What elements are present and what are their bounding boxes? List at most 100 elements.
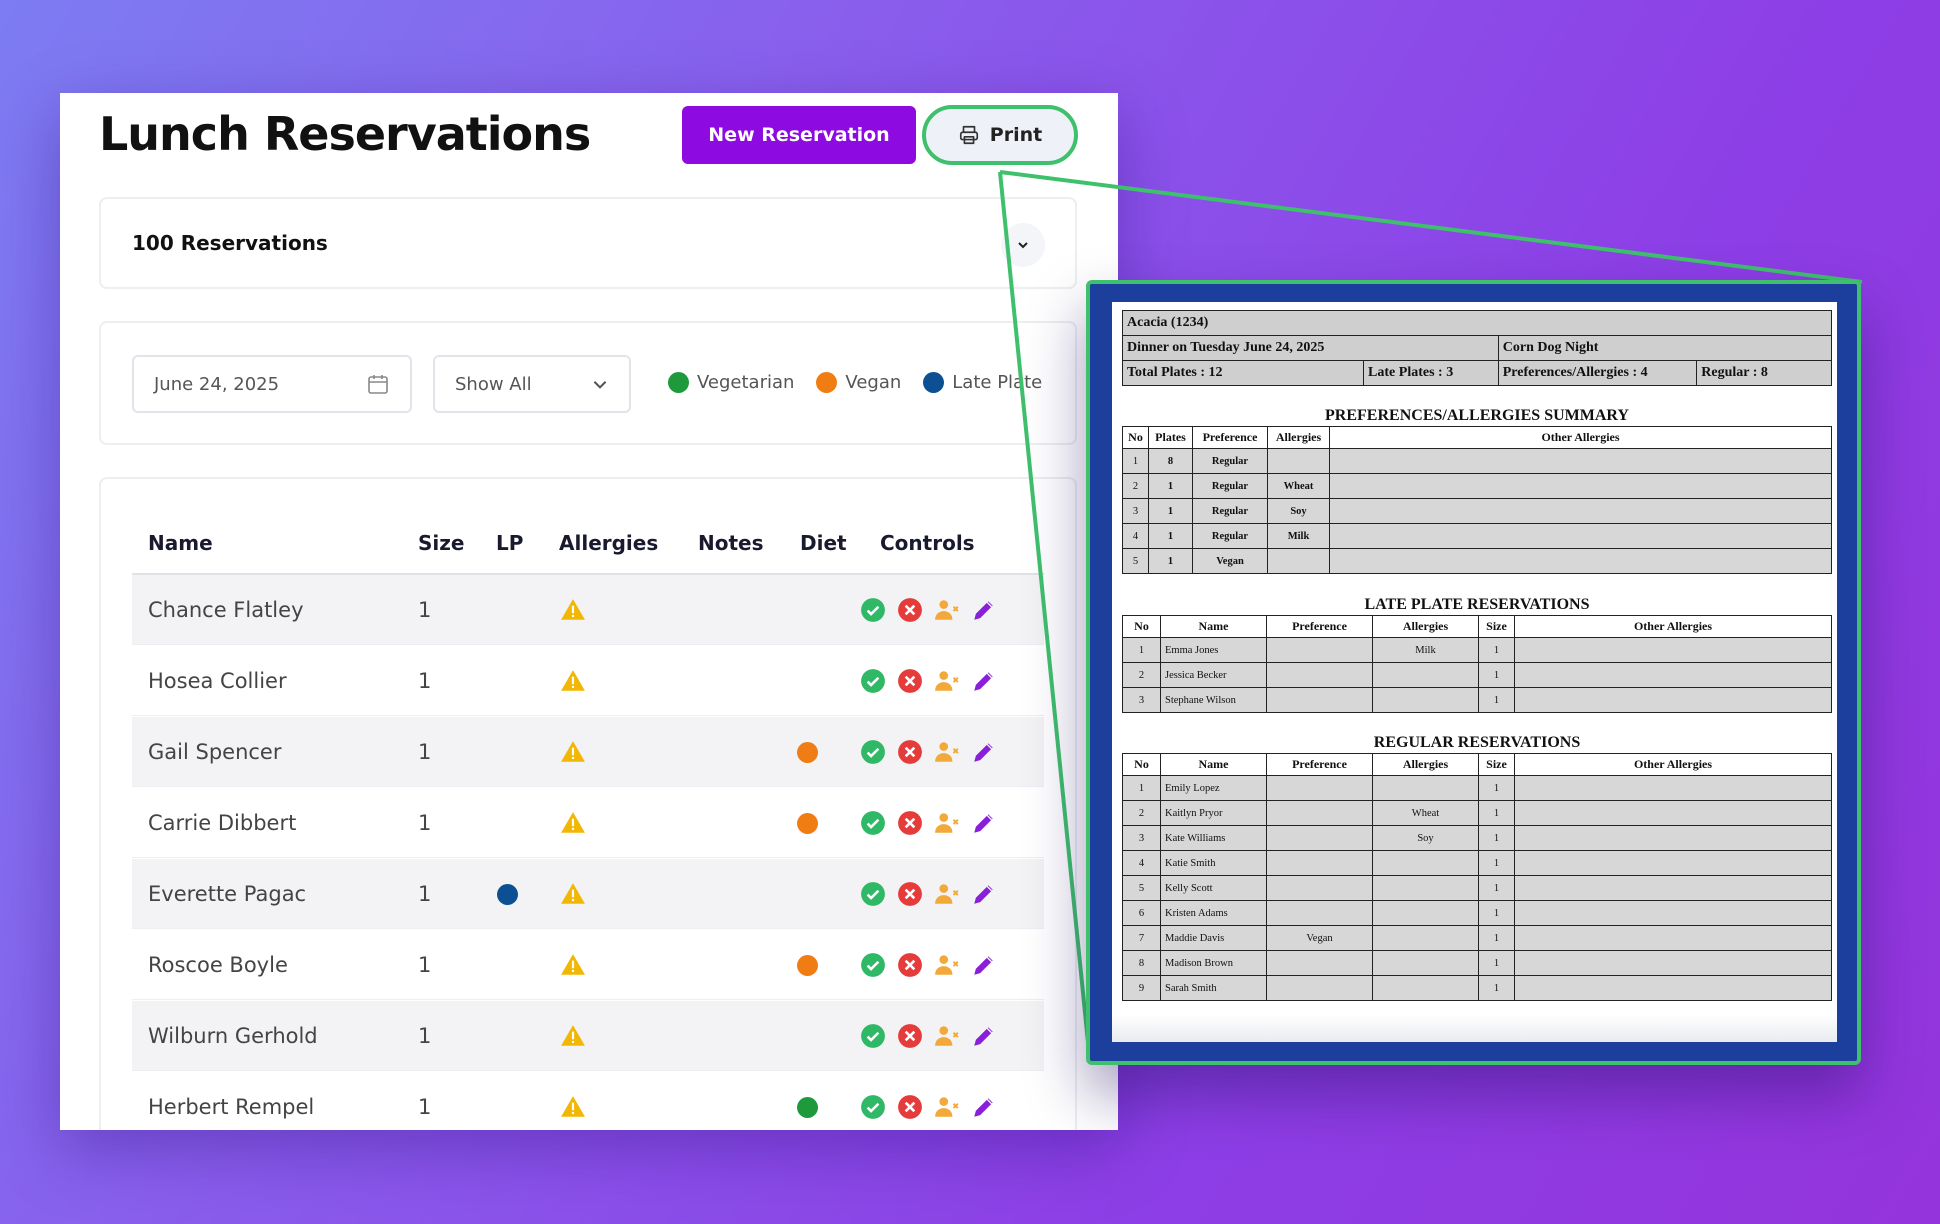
report-cell: 1 — [1122, 775, 1161, 801]
x-circle-icon[interactable] — [897, 952, 923, 978]
allergy-cell[interactable] — [560, 646, 586, 716]
report-row: 1 Emma Jones Milk 1 — [1122, 637, 1832, 663]
check-circle-icon[interactable] — [860, 597, 886, 623]
report-column-header: Name — [1160, 615, 1267, 638]
report-cell: Katie Smith — [1160, 850, 1267, 876]
check-circle-icon[interactable] — [860, 668, 886, 694]
warning-icon[interactable] — [560, 1023, 586, 1049]
x-circle-icon[interactable] — [897, 1023, 923, 1049]
pencil-icon[interactable] — [971, 1023, 997, 1049]
x-circle-icon[interactable] — [897, 881, 923, 907]
warning-icon[interactable] — [560, 668, 586, 694]
report-cell: Kristen Adams — [1160, 900, 1267, 926]
late-plate-dot — [497, 883, 518, 905]
report-cell — [1514, 662, 1832, 688]
legend-label: Late Plate — [952, 372, 1043, 393]
allergy-cell[interactable] — [560, 717, 586, 787]
pencil-icon[interactable] — [971, 952, 997, 978]
report-cell: Jessica Becker — [1160, 662, 1267, 688]
report-cell: 1 — [1122, 448, 1149, 474]
table-row: Herbert Rempel 1 — [132, 1072, 1044, 1130]
report-cell: 2 — [1122, 473, 1149, 499]
allergy-cell[interactable] — [560, 1072, 586, 1130]
report-row: 2 Kaitlyn Pryor Wheat 1 — [1122, 800, 1832, 826]
col-allergies: Allergies — [559, 531, 659, 555]
report-cell: 8 — [1148, 448, 1193, 474]
report-column-header: Preference — [1192, 426, 1268, 449]
warning-icon[interactable] — [560, 952, 586, 978]
warning-icon[interactable] — [560, 1094, 586, 1120]
report-row: 4 Katie Smith 1 — [1122, 850, 1832, 876]
warning-icon[interactable] — [560, 739, 586, 765]
x-circle-icon[interactable] — [897, 668, 923, 694]
report-cell — [1514, 800, 1832, 826]
check-circle-icon[interactable] — [860, 881, 886, 907]
reservation-name: Roscoe Boyle — [148, 953, 288, 977]
report-row: 1 Emily Lopez 1 — [1122, 775, 1832, 801]
x-circle-icon[interactable] — [897, 810, 923, 836]
report-column-header: No — [1122, 615, 1161, 638]
vegan-dot — [797, 812, 818, 834]
report-cell — [1266, 662, 1373, 688]
pencil-icon[interactable] — [971, 881, 997, 907]
x-circle-icon[interactable] — [897, 597, 923, 623]
user-x-icon[interactable] — [934, 1023, 960, 1049]
page-edge — [1112, 1014, 1837, 1042]
row-controls — [860, 575, 997, 645]
warning-icon[interactable] — [560, 810, 586, 836]
report-cell: 4 — [1122, 523, 1149, 549]
x-circle-icon[interactable] — [897, 1094, 923, 1120]
user-x-icon[interactable] — [934, 739, 960, 765]
new-reservation-button[interactable]: New Reservation — [682, 106, 916, 164]
check-circle-icon[interactable] — [860, 739, 886, 765]
warning-icon[interactable] — [560, 881, 586, 907]
chevron-down-icon — [593, 381, 607, 389]
allergy-cell[interactable] — [560, 930, 586, 1000]
col-size: Size — [418, 531, 465, 555]
allergy-cell[interactable] — [560, 1001, 586, 1071]
check-circle-icon[interactable] — [860, 1094, 886, 1120]
report-column-header: Other Allergies — [1514, 615, 1832, 638]
user-x-icon[interactable] — [934, 952, 960, 978]
report-cell: 8 — [1122, 950, 1161, 976]
report-cell: Milk — [1267, 523, 1330, 549]
warning-icon[interactable] — [560, 597, 586, 623]
print-button[interactable]: Print — [922, 105, 1078, 165]
check-circle-icon[interactable] — [860, 952, 886, 978]
reservation-size: 1 — [418, 740, 432, 764]
table-row: Carrie Dibbert 1 — [132, 788, 1044, 858]
check-circle-icon[interactable] — [860, 1023, 886, 1049]
pencil-icon[interactable] — [971, 597, 997, 623]
report-column-header: Allergies — [1372, 753, 1479, 776]
date-value: June 24, 2025 — [154, 373, 280, 395]
x-circle-icon[interactable] — [897, 739, 923, 765]
report-cell — [1372, 950, 1479, 976]
user-x-icon[interactable] — [934, 597, 960, 623]
pencil-icon[interactable] — [971, 810, 997, 836]
pencil-icon[interactable] — [971, 668, 997, 694]
user-x-icon[interactable] — [934, 810, 960, 836]
allergy-cell[interactable] — [560, 788, 586, 858]
date-picker[interactable]: June 24, 2025 — [132, 355, 412, 413]
check-circle-icon[interactable] — [860, 810, 886, 836]
report-header-row: No Name Preference Allergies Size Other Aller… — [1122, 753, 1832, 776]
report-cell: Emma Jones — [1160, 637, 1267, 663]
report-row: 5 1 Vegan — [1122, 548, 1832, 574]
report-cell — [1514, 687, 1832, 713]
allergy-cell[interactable] — [560, 575, 586, 645]
row-controls — [860, 1001, 997, 1071]
report-row: 5 Kelly Scott 1 — [1122, 875, 1832, 901]
report-column-header: Plates — [1148, 426, 1193, 449]
user-x-icon[interactable] — [934, 1094, 960, 1120]
report-cell: 6 — [1122, 900, 1161, 926]
allergy-cell[interactable] — [560, 859, 586, 929]
expand-toggle[interactable] — [1001, 223, 1045, 267]
pencil-icon[interactable] — [971, 739, 997, 765]
pencil-icon[interactable] — [971, 1094, 997, 1120]
page-title: Lunch Reservations — [99, 107, 591, 161]
report-cell: Soy — [1372, 825, 1479, 851]
user-x-icon[interactable] — [934, 668, 960, 694]
user-x-icon[interactable] — [934, 881, 960, 907]
show-filter-select[interactable]: Show All — [433, 355, 631, 413]
reservation-size: 1 — [418, 1095, 432, 1119]
